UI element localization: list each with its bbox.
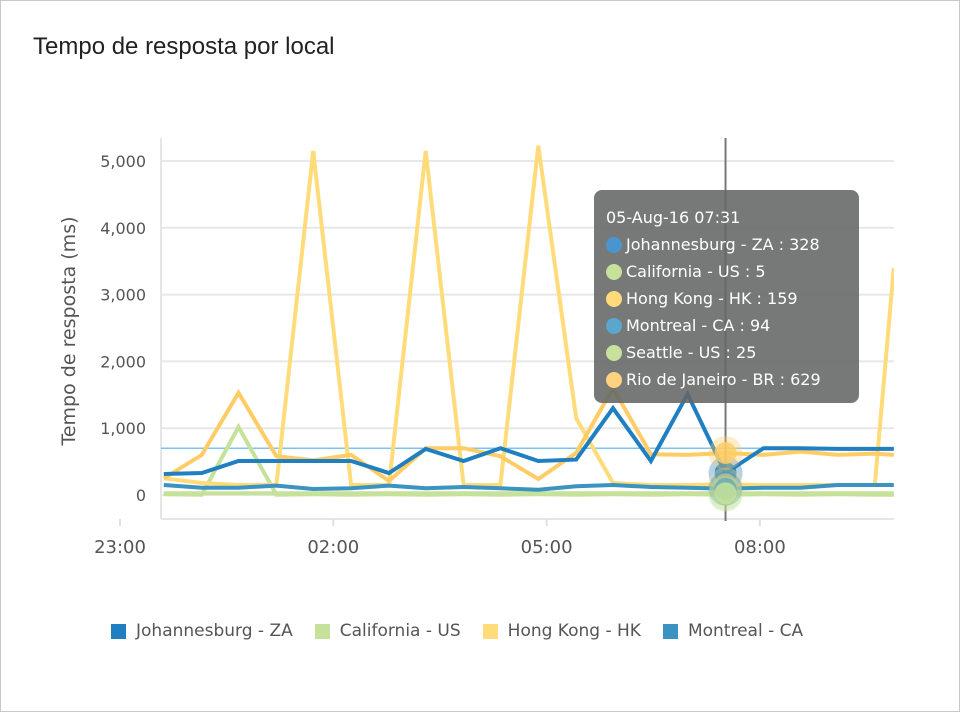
- x-tick-label: 02:00: [307, 537, 359, 558]
- tooltip-item-label: Rio de Janeiro - BR : 629: [626, 370, 821, 389]
- legend-label: California - US: [339, 621, 461, 641]
- x-tick-label: 23:00: [94, 537, 146, 558]
- legend-item[interactable]: Johannesburg - ZA: [111, 621, 293, 641]
- y-tick-label: 5,000: [100, 152, 146, 171]
- legend: Johannesburg - ZA California - US Hong Kon…: [111, 621, 803, 641]
- tooltip-item: Seattle - US : 25: [606, 339, 847, 366]
- series-dot-icon: [606, 344, 622, 361]
- series-line-california-us: [163, 422, 894, 497]
- tooltip-item-label: Johannesburg - ZA : 328: [626, 235, 820, 254]
- x-tick-label: 08:00: [734, 537, 786, 558]
- x-tick-label: 05:00: [521, 537, 573, 558]
- y-tick-label: 2,000: [100, 352, 146, 371]
- series-dot-icon: [606, 371, 622, 388]
- tooltip-item-label: Seattle - US : 25: [626, 343, 757, 362]
- legend-label: Johannesburg - ZA: [136, 621, 293, 641]
- tooltip-item-label: Hong Kong - HK : 159: [626, 289, 798, 308]
- series-line-johannesburg-za: [163, 389, 894, 477]
- legend-label: Montreal - CA: [687, 621, 804, 641]
- series-dot-icon: [606, 263, 622, 280]
- line-chart[interactable]: 0 1,000 2,000 3,000 4,000 5,000 23:00 02:00 05:0…: [1, 1, 959, 601]
- legend-swatch-icon: [111, 623, 126, 639]
- y-tick-label: 1,000: [100, 419, 146, 438]
- y-tick-label: 0: [136, 486, 146, 505]
- tooltip-item-label: California - US : 5: [626, 262, 766, 281]
- legend-swatch-icon: [314, 623, 330, 639]
- series-line-rio-de-janeiro-br: [162, 384, 894, 484]
- tooltip-item: California - US : 5: [606, 258, 847, 285]
- series-line-montreal-ca: [163, 482, 894, 492]
- y-tick-label: 3,000: [100, 286, 146, 305]
- legend-item[interactable]: California - US: [314, 621, 461, 641]
- y-axis-label: Tempo de resposta (ms): [58, 216, 80, 446]
- series-dot-icon: [606, 290, 622, 307]
- legend-label: Hong Kong - HK: [507, 621, 641, 641]
- tooltip-item: Rio de Janeiro - BR : 629: [606, 366, 847, 393]
- legend-item[interactable]: Montreal - CA: [662, 621, 804, 641]
- legend-swatch-icon: [662, 623, 678, 639]
- y-tick-label: 4,000: [100, 219, 146, 238]
- legend-item[interactable]: Hong Kong - HK: [482, 621, 641, 641]
- tooltip-time: 05-Aug-16 07:31: [606, 208, 741, 227]
- chart-title: Tempo de resposta por local: [33, 33, 335, 60]
- tooltip-item-label: Montreal - CA : 94: [626, 316, 771, 335]
- legend-swatch-icon: [482, 623, 498, 639]
- series-dot-icon: [606, 236, 622, 253]
- tooltip-item: Hong Kong - HK : 159: [606, 285, 847, 312]
- hover-point: [714, 482, 737, 505]
- hover-point: [714, 441, 737, 464]
- tooltip-item: Montreal - CA : 94: [606, 312, 847, 339]
- series-dot-icon: [606, 317, 622, 334]
- tooltip-item: Johannesburg - ZA : 328: [606, 231, 847, 258]
- tooltip: 05-Aug-16 07:31 Johannesburg - ZA : 328 C…: [594, 190, 859, 403]
- series-line-hong-kong-hk: [163, 145, 894, 487]
